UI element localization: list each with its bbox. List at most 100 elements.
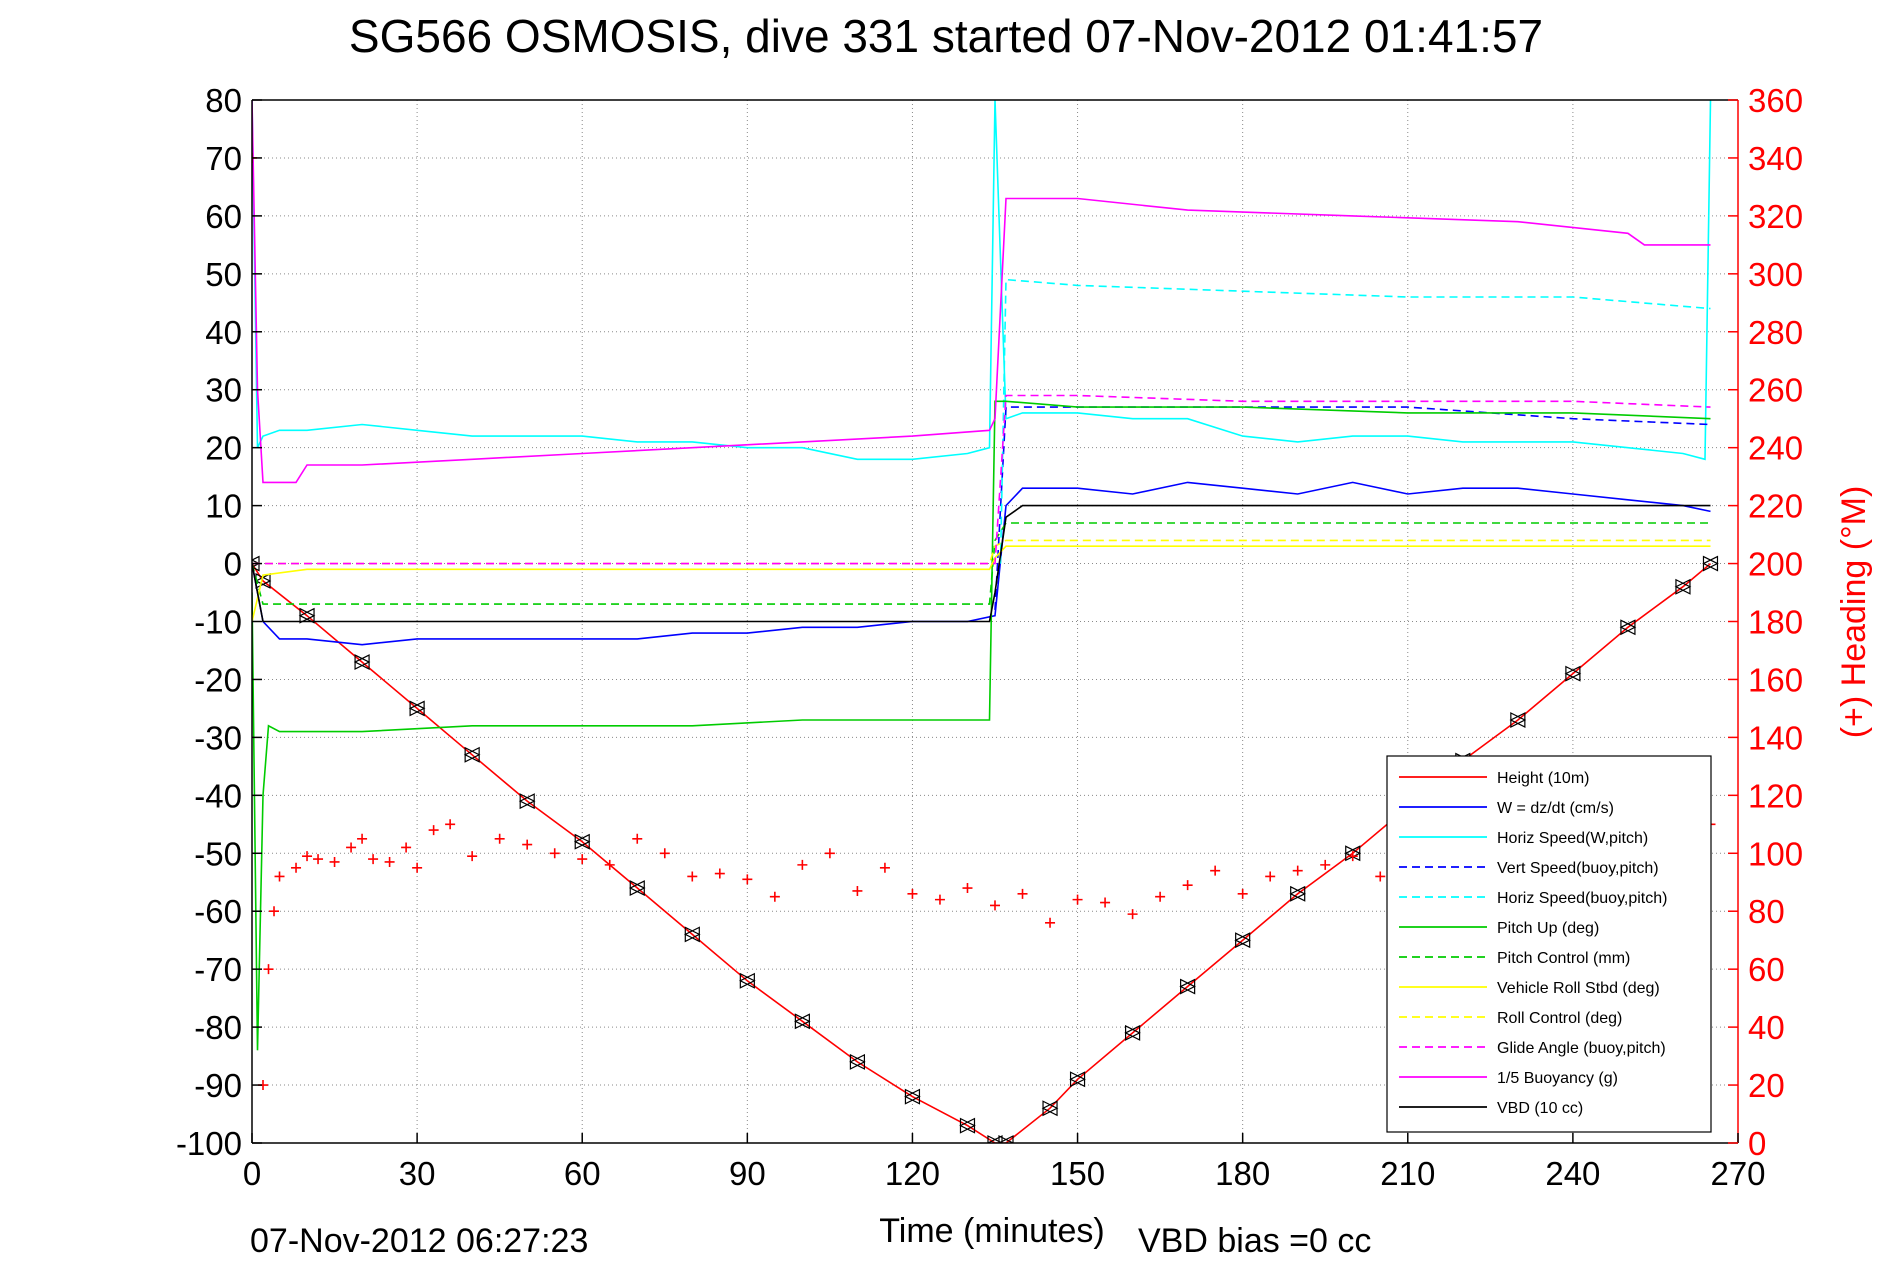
right-tick-label: 20 xyxy=(1748,1067,1785,1104)
y-tick-label: -80 xyxy=(194,1009,242,1046)
heading-point xyxy=(1127,909,1138,920)
right-tick-label: 300 xyxy=(1748,256,1803,293)
heading-point xyxy=(769,891,780,902)
height-point xyxy=(738,972,756,989)
legend-label: 1/5 Buoyancy (g) xyxy=(1497,1070,1618,1087)
legend-label: Pitch Up (deg) xyxy=(1497,920,1599,937)
heading-point xyxy=(1292,865,1303,876)
height-point xyxy=(1619,619,1637,636)
heading-point xyxy=(632,833,643,844)
y-tick-label: -30 xyxy=(194,719,242,756)
series-line-6 xyxy=(252,522,1711,605)
heading-point xyxy=(401,842,412,853)
height-point xyxy=(1674,578,1692,595)
x-tick-label: 180 xyxy=(1215,1155,1270,1192)
heading-point xyxy=(1375,871,1386,882)
heading-point xyxy=(274,871,285,882)
right-tick-label: 340 xyxy=(1748,140,1803,177)
heading-point xyxy=(1100,897,1111,908)
height-point xyxy=(1702,555,1719,572)
y-tick-label: 60 xyxy=(205,198,242,235)
heading-point xyxy=(659,848,670,859)
heading-point xyxy=(494,833,505,844)
height-point xyxy=(1509,712,1527,728)
y-tick-label: 80 xyxy=(205,82,242,119)
y-tick-label: -20 xyxy=(194,661,242,698)
legend-label: Glide Angle (buoy,pitch) xyxy=(1497,1040,1666,1057)
heading-point xyxy=(313,854,324,865)
series-line-2 xyxy=(252,100,1712,461)
x-tick-label: 270 xyxy=(1710,1155,1765,1192)
series-line-9 xyxy=(252,394,1711,565)
x-tick-label: 120 xyxy=(885,1155,940,1192)
chart-title: SG566 OSMOSIS, dive 331 started 07-Nov-2… xyxy=(349,10,1543,62)
right-tick-label: 100 xyxy=(1748,835,1803,872)
x-tick-label: 90 xyxy=(729,1155,766,1192)
series-line-1 xyxy=(252,481,1711,646)
right-tick-label: 360 xyxy=(1748,82,1803,119)
x-axis-label: Time (minutes) xyxy=(879,1212,1104,1250)
heading-point xyxy=(291,862,302,873)
heading-point xyxy=(604,859,615,870)
y-tick-label: -40 xyxy=(194,777,242,814)
y-tick-label: -70 xyxy=(194,951,242,988)
right-tick-label: 260 xyxy=(1748,372,1803,409)
right-tick-label: 140 xyxy=(1748,719,1803,756)
heading-point xyxy=(1155,891,1166,902)
heading-point xyxy=(428,825,439,836)
height-point xyxy=(986,1135,1004,1143)
legend-label: VBD (10 cc) xyxy=(1497,1100,1583,1117)
heading-point xyxy=(329,856,340,867)
heading-point xyxy=(368,854,379,865)
height-point xyxy=(794,1013,811,1030)
heading-point xyxy=(852,885,863,896)
heading-point xyxy=(1072,894,1083,905)
series-line-10 xyxy=(252,100,1711,484)
legend-label: Vehicle Roll Stbd (deg) xyxy=(1497,980,1660,997)
height-point xyxy=(353,654,371,671)
series-line-3 xyxy=(994,406,1711,610)
y-tick-label: 70 xyxy=(205,140,242,177)
right-tick-label: 320 xyxy=(1748,198,1803,235)
height-point xyxy=(1564,665,1582,682)
right-tick-label: 120 xyxy=(1748,777,1803,814)
right-tick-label: 60 xyxy=(1748,951,1785,988)
y-tick-label: 30 xyxy=(205,372,242,409)
series-line-5 xyxy=(252,400,1711,1051)
legend-label: Vert Speed(buoy,pitch) xyxy=(1497,860,1659,877)
heading-point xyxy=(1237,888,1248,899)
height-point xyxy=(1234,932,1252,949)
y-tick-label: 10 xyxy=(205,488,242,525)
right-tick-label: 220 xyxy=(1748,488,1803,525)
heading-point xyxy=(302,851,313,862)
heading-point xyxy=(1265,871,1276,882)
heading-point xyxy=(384,856,395,867)
series-line-11 xyxy=(252,504,1711,623)
axes: 0 30 60 90 120 150 180 210 240 270 80 70 60 50 40 30 20 1… xyxy=(176,82,1803,1192)
legend-label: Horiz Speed(buoy,pitch) xyxy=(1497,890,1667,907)
series-line-7 xyxy=(252,545,1711,622)
legend-label: Roll Control (deg) xyxy=(1497,1010,1622,1027)
heading-point xyxy=(467,851,478,862)
footer-timestamp: 07-Nov-2012 06:27:23 xyxy=(250,1222,588,1260)
heading-point xyxy=(263,964,274,975)
y-tick-label: -100 xyxy=(176,1125,242,1162)
heading-point xyxy=(687,871,698,882)
legend-label: Horiz Speed(W,pitch) xyxy=(1497,830,1648,847)
heading-point xyxy=(824,848,835,859)
right-tick-label: 40 xyxy=(1748,1009,1785,1046)
right-tick-label: 180 xyxy=(1748,604,1803,641)
heading-point xyxy=(797,859,808,870)
y-tick-label: -10 xyxy=(194,604,242,641)
heading-point xyxy=(1182,880,1193,891)
heading-point xyxy=(990,900,1000,911)
x-tick-label: 210 xyxy=(1380,1155,1435,1192)
height-point xyxy=(463,746,481,763)
legend: Height (10m) W = dz/dt (cm/s) Horiz Speed(… xyxy=(1386,755,1712,1133)
heading-point xyxy=(549,848,560,859)
height-point xyxy=(849,1053,866,1070)
heading-point xyxy=(412,862,423,873)
heading-point xyxy=(962,883,973,894)
legend-label: W = dz/dt (cm/s) xyxy=(1497,800,1614,817)
